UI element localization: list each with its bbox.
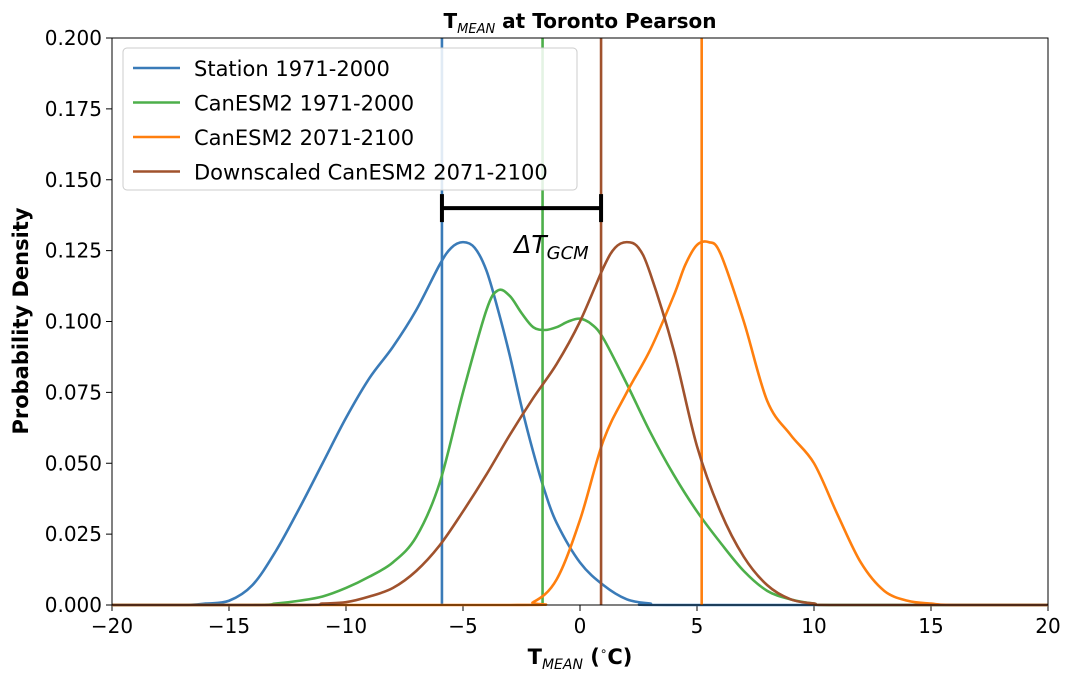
axis-ticks: −20 −15 −10 −5 0 5 10 15 20 0.000 0.025 0.050 0.075 0… <box>45 26 1061 638</box>
x-tick-label: −5 <box>448 614 477 638</box>
density-curve-canesm2-2071-2100 <box>112 240 1049 607</box>
density-curve-downscaled-canesm2-2071-2100 <box>112 240 1049 607</box>
y-tick-label: 0.100 <box>45 310 102 334</box>
y-tick-label: 0.050 <box>45 451 102 475</box>
plot-frame <box>111 37 1049 606</box>
x-tick-label: 20 <box>1035 614 1060 638</box>
y-tick-label: 0.200 <box>45 26 102 50</box>
density-curve-station-1971-2000 <box>112 240 1049 607</box>
x-tick-label: 5 <box>691 614 704 638</box>
legend-label: CanESM2 1971-2000 <box>194 92 414 116</box>
chart-title: TMEAN at Toronto Pearson <box>444 9 717 37</box>
x-tick-label: 10 <box>801 614 826 638</box>
x-tick-label: −10 <box>325 614 367 638</box>
x-tick-label: 15 <box>918 614 943 638</box>
x-axis-title: TMEAN (∘C) <box>528 644 633 673</box>
legend-label: Downscaled CanESM2 2071-2100 <box>194 161 548 185</box>
y-tick-label: 0.000 <box>45 593 102 617</box>
x-tick-label: 0 <box>574 614 587 638</box>
legend: Station 1971-2000 CanESM2 1971-2000 CanESM… <box>122 47 578 191</box>
legend-label: Station 1971-2000 <box>194 57 390 81</box>
y-tick-label: 0.150 <box>45 168 102 192</box>
y-axis-title: Probability Density <box>9 207 33 434</box>
legend-label: CanESM2 2071-2100 <box>194 126 414 150</box>
density-curve-canesm2-1971-2000 <box>112 288 1049 607</box>
legend-box <box>122 47 578 191</box>
y-tick-label: 0.025 <box>45 522 102 546</box>
delta-annotation: ΔTGCM <box>439 194 604 264</box>
y-tick-label: 0.075 <box>45 380 102 404</box>
y-tick-label: 0.125 <box>45 239 102 263</box>
y-tick-label: 0.175 <box>45 97 102 121</box>
delta-t-gcm-label: ΔTGCM <box>512 230 589 264</box>
x-tick-label: −20 <box>91 614 133 638</box>
x-tick-label: −15 <box>208 614 250 638</box>
